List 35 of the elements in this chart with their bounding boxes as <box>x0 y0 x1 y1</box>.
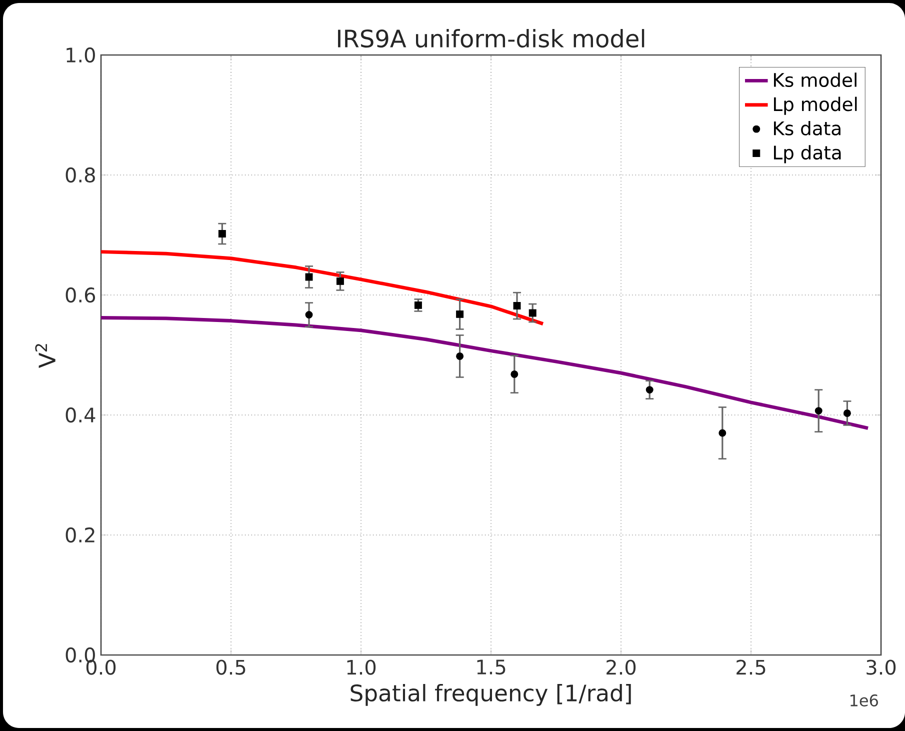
point <box>414 301 422 309</box>
chart-title: IRS9A uniform-disk model <box>338 29 644 48</box>
point <box>528 309 536 317</box>
x-tick-label: 2.5 <box>736 660 766 675</box>
point <box>336 277 344 285</box>
x-axis-title: Spatial frequency [1/rad] <box>350 684 631 706</box>
y-tick-label: 0.4 <box>66 407 96 423</box>
line-series <box>101 316 870 430</box>
x-tick-label: 0.5 <box>216 660 246 675</box>
point <box>814 407 822 415</box>
point <box>718 429 726 437</box>
x-tick-label: 2.0 <box>606 660 636 675</box>
legend-label: Lp data <box>774 145 841 164</box>
legend-label: Ks data <box>774 120 840 136</box>
point <box>510 370 518 378</box>
point <box>305 273 313 281</box>
text: 1e6 <box>850 694 878 706</box>
point <box>456 352 464 360</box>
legend-label: Ks model <box>774 72 856 88</box>
point <box>646 386 654 394</box>
x-tick-label: 1.0 <box>347 660 376 675</box>
point <box>305 311 313 319</box>
point <box>513 302 521 310</box>
line-series <box>101 250 545 326</box>
y-tick-label: 0.8 <box>66 167 95 183</box>
y-tick-label: 0.6 <box>66 287 96 303</box>
y-axis-title: V$^{2}$ <box>35 344 56 368</box>
x-tick-label: 3.0 <box>866 660 896 675</box>
point <box>218 230 226 238</box>
y-tick-label: 1.0 <box>66 47 95 63</box>
point <box>456 310 464 318</box>
point <box>843 409 851 417</box>
x-tick-label: 1.5 <box>477 660 506 675</box>
y-tick-label: 0.2 <box>66 527 94 543</box>
legend-label: Lp model <box>774 96 857 115</box>
